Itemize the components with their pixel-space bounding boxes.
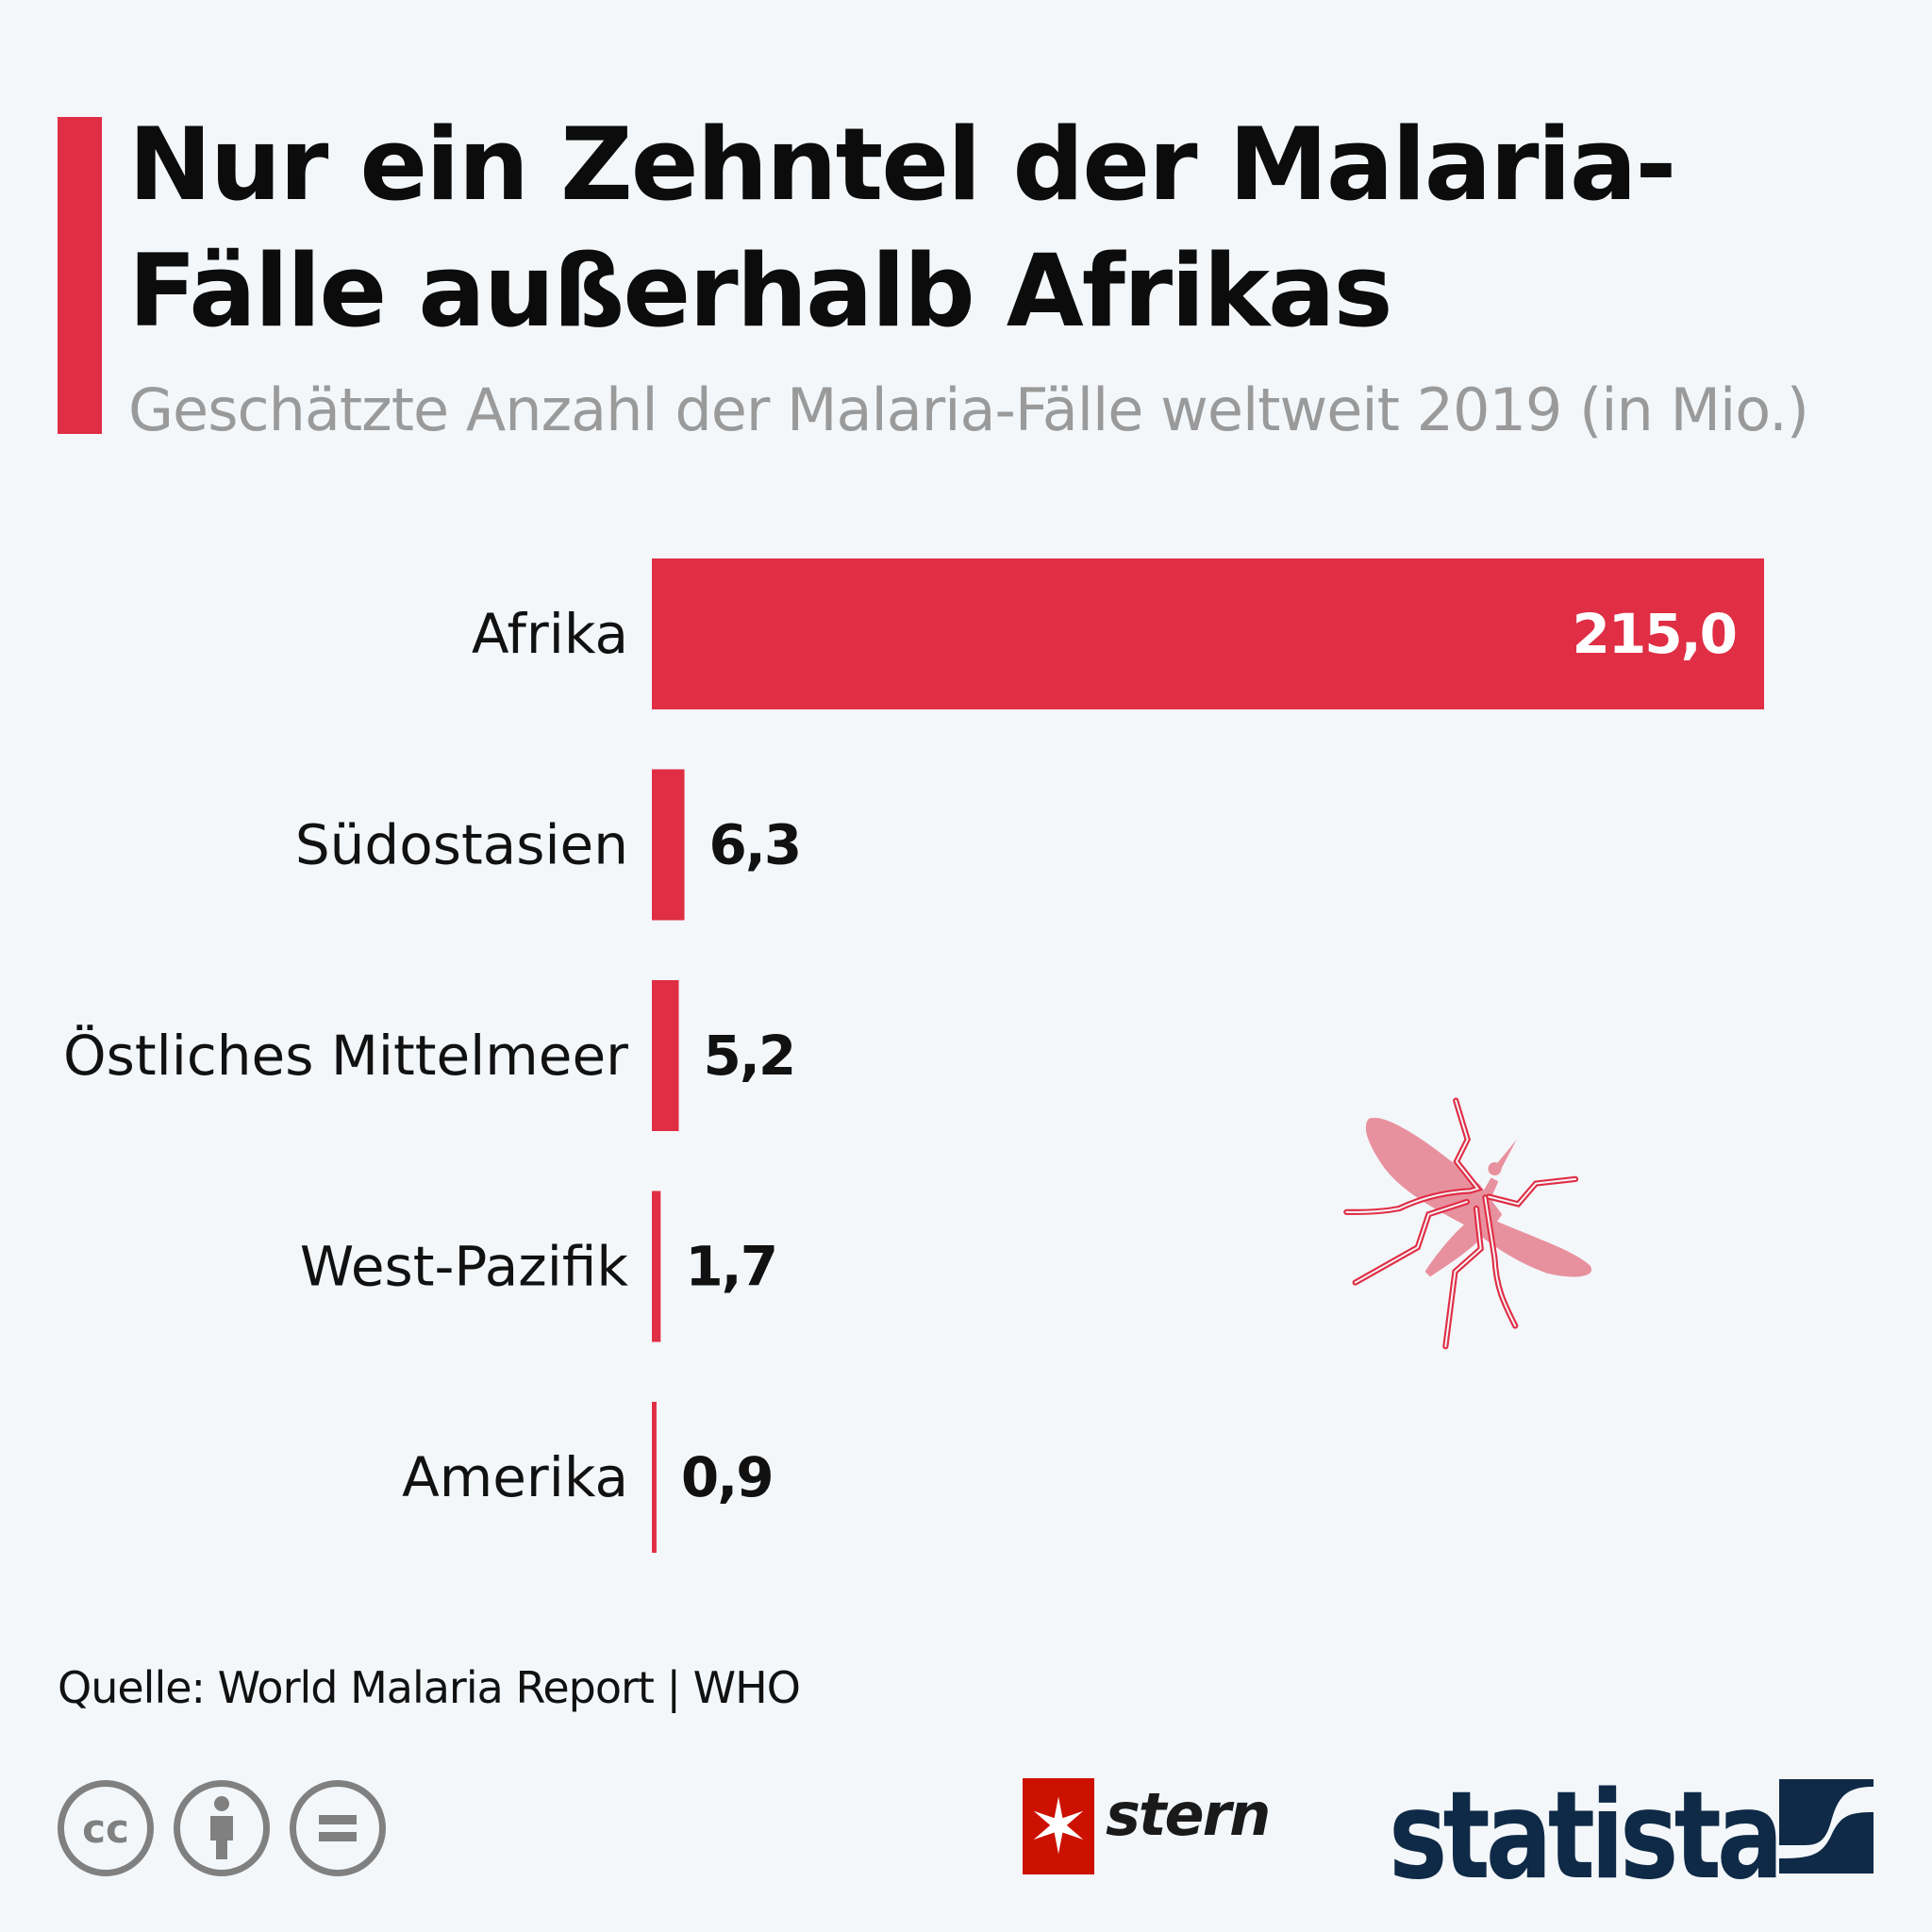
- by-icon[interactable]: [174, 1780, 270, 1876]
- star-icon: ✶: [1023, 1778, 1094, 1874]
- statista-mark-icon: [1779, 1779, 1874, 1874]
- cc-icon[interactable]: cc: [58, 1780, 154, 1876]
- bar-2: [652, 980, 679, 1131]
- cc-text: cc: [82, 1805, 129, 1852]
- value-label: 5,2: [704, 1024, 795, 1088]
- value-label: 215,0: [1573, 602, 1736, 666]
- statista-logo[interactable]: statista: [1389, 1766, 1784, 1907]
- bar-1: [652, 769, 685, 921]
- person-icon: [210, 1796, 233, 1859]
- category-label: Südostasien: [295, 813, 628, 877]
- chart-subtitle: Geschätzte Anzahl der Malaria-Fälle welt…: [128, 375, 1809, 444]
- bar-4: [652, 1402, 657, 1553]
- stern-logo[interactable]: ✶ stern: [1023, 1778, 1271, 1874]
- value-label: 6,3: [709, 813, 801, 877]
- equals-icon: [319, 1815, 357, 1841]
- nd-icon[interactable]: [290, 1780, 386, 1876]
- chart-title: Nur ein Zehntel der Malaria-Fälle außerh…: [128, 107, 1676, 349]
- mosquito-icon: [1343, 1097, 1592, 1350]
- title-accent-bar: [58, 117, 102, 434]
- category-label: Afrika: [472, 602, 628, 666]
- category-label: Amerika: [402, 1445, 628, 1509]
- category-label: Östliches Mittelmeer: [63, 1024, 628, 1088]
- category-label: West-Pazifik: [300, 1235, 629, 1299]
- value-label: 1,7: [685, 1235, 776, 1299]
- bar-3: [652, 1191, 661, 1342]
- value-label: 0,9: [681, 1445, 773, 1509]
- bar-chart: Afrika 215,0 Südostasien 6,3 Östliches Mitte…: [63, 558, 1764, 1553]
- stern-wordmark: stern: [1106, 1780, 1271, 1849]
- source-note: Quelle: World Malaria Report | WHO: [58, 1662, 801, 1713]
- bar-0: [652, 558, 1764, 709]
